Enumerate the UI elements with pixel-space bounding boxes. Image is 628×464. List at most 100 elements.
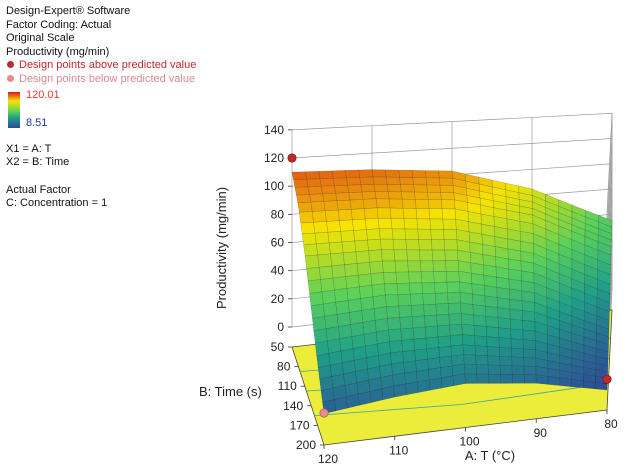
surface-cell xyxy=(522,339,536,350)
surface-cell xyxy=(379,228,394,240)
surface-cell xyxy=(393,249,408,262)
surface-cell xyxy=(318,170,334,179)
surface-cell xyxy=(302,232,317,246)
surface-cell xyxy=(452,373,466,386)
surface-cell xyxy=(338,324,353,339)
surface-cell xyxy=(487,346,500,357)
surface-cell xyxy=(485,316,499,328)
surface-cell xyxy=(535,374,549,385)
surface-cell xyxy=(405,239,420,251)
x-tick-label: 90 xyxy=(534,426,548,440)
y-tick-label: 50 xyxy=(271,340,285,354)
surface-cell xyxy=(487,364,501,375)
surface-cell xyxy=(426,184,441,193)
surface-cell xyxy=(359,176,375,185)
surface-cell xyxy=(334,185,350,194)
surface-cell xyxy=(388,328,402,342)
surface-cell xyxy=(451,354,465,367)
surface-cell xyxy=(377,207,392,219)
surface-cell xyxy=(297,201,313,213)
color-gradient-bar xyxy=(8,91,20,128)
surface-cell xyxy=(317,253,332,268)
surface-cell xyxy=(361,191,377,200)
surface-cell xyxy=(389,198,404,209)
surface-cell xyxy=(425,325,439,339)
surface-cell xyxy=(521,280,535,293)
surface-cell xyxy=(351,208,366,221)
surface-cell xyxy=(319,265,334,280)
surface-cell xyxy=(372,294,387,309)
surface-cell xyxy=(425,170,440,179)
surface-cell xyxy=(437,324,451,338)
surface-cell xyxy=(334,288,349,303)
surface-cell xyxy=(339,219,354,232)
surface-cell xyxy=(508,278,522,292)
surface-cell xyxy=(431,239,445,251)
design-point-above xyxy=(287,153,297,163)
surface-cell xyxy=(461,313,475,326)
surface-cell xyxy=(331,264,346,279)
surface-cell xyxy=(499,365,513,375)
surface-cell xyxy=(448,302,462,315)
surface-cell xyxy=(512,374,525,384)
surface-cell xyxy=(347,184,363,193)
surface-cell xyxy=(442,218,457,230)
surface-cell xyxy=(352,218,367,231)
surface-cell xyxy=(420,271,435,283)
surface-cell xyxy=(402,208,418,219)
y-tick-label: 140 xyxy=(283,399,303,413)
z-tick-label: 60 xyxy=(271,236,285,250)
surface-cell xyxy=(344,263,359,277)
surface-cell xyxy=(511,348,524,358)
surface-cell xyxy=(383,272,398,284)
surface-cell xyxy=(353,229,368,242)
x1-label: X1 = A: T xyxy=(6,142,52,155)
surface-cell xyxy=(335,192,351,201)
surface-cell xyxy=(447,292,461,304)
surface-cell xyxy=(484,285,498,298)
surface-cell xyxy=(358,273,373,288)
surface-cell xyxy=(408,271,423,284)
surface-cell xyxy=(412,326,427,340)
surface-cell xyxy=(413,184,428,193)
surface-cell xyxy=(522,329,536,341)
surface-cell xyxy=(421,282,436,294)
surface-cell xyxy=(401,191,416,200)
surface-cell xyxy=(500,374,513,384)
surface-cell xyxy=(497,297,511,310)
surface-cell xyxy=(401,339,415,352)
surface-cell xyxy=(321,289,336,305)
surface-cell xyxy=(485,305,499,318)
z-tick-label: 40 xyxy=(271,264,285,278)
surface-cell xyxy=(313,221,329,234)
surface-cell xyxy=(461,323,475,336)
surface-cell xyxy=(424,314,438,328)
surface-cell xyxy=(486,326,500,338)
surface-cell xyxy=(521,300,535,313)
surface-cell xyxy=(378,218,393,229)
surface-cell xyxy=(402,199,417,209)
surface-cell xyxy=(341,240,357,254)
surface-cell xyxy=(459,292,474,305)
surface-cell xyxy=(427,357,441,370)
surface-cell xyxy=(385,169,400,178)
surface-cell xyxy=(372,176,388,185)
surface-cell xyxy=(365,218,380,230)
surface-cell xyxy=(433,271,448,283)
below-point-icon xyxy=(7,74,14,82)
surface-cell xyxy=(462,344,476,356)
surface-cell xyxy=(374,191,390,200)
below-label: Design points below predicted value xyxy=(19,72,196,85)
surface-cell xyxy=(410,293,424,306)
surface-cell xyxy=(428,208,443,220)
surface-cell xyxy=(449,323,463,336)
surface-cell xyxy=(446,281,461,293)
surface-cell xyxy=(371,169,387,178)
surface-cell xyxy=(444,249,459,261)
surface-cell xyxy=(417,379,431,393)
surface-cell xyxy=(403,218,418,230)
actual-factor-heading: Actual Factor xyxy=(6,183,71,196)
surface-cell xyxy=(420,260,434,272)
x-tick-label: 120 xyxy=(318,452,338,464)
surface-cell xyxy=(450,344,464,357)
